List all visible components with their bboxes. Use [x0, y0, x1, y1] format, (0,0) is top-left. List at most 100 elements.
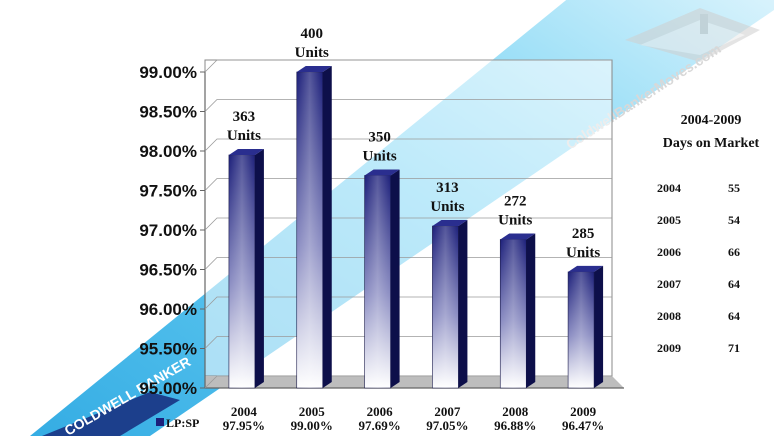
x-tick-label: 2006: [367, 404, 394, 419]
bar-side: [322, 66, 332, 388]
bar-highlight: [228, 154, 255, 388]
x-tick-label: 2004: [231, 404, 258, 419]
dom-days: 66: [728, 245, 740, 259]
gridline: [204, 375, 612, 389]
y-axis: 95.00% 95.50% 96.00% 96.50% 97.00% 97.50% 98.0…: [139, 63, 205, 398]
bars: [228, 66, 604, 389]
gridline: [204, 178, 612, 191]
gridline: [204, 296, 612, 310]
y-tick-label: 95.00%: [139, 379, 197, 398]
bar-cap: [568, 265, 604, 272]
bar-side: [254, 148, 264, 388]
gridline: [204, 59, 612, 73]
bar-highlight: [432, 226, 459, 388]
bar-highlight: [364, 175, 391, 388]
dom-row: 2004 55: [657, 181, 740, 195]
y-tick-label: 98.00%: [139, 142, 197, 161]
bar-2007: [432, 220, 468, 389]
annotation-units: Units: [362, 148, 396, 164]
gridline: [204, 217, 612, 231]
dom-row: 2009 71: [657, 341, 740, 355]
data-value-label: 96.88%: [494, 418, 536, 433]
dom-title-line1: 2004-2009: [681, 113, 742, 128]
annotation-count: 272: [504, 193, 527, 209]
y-tick-label: 97.00%: [139, 221, 197, 240]
bar-cap: [364, 169, 400, 176]
data-value-label: 97.69%: [358, 418, 400, 433]
legend-swatch: [156, 418, 164, 426]
dom-year: 2006: [657, 245, 681, 259]
annotation-2006: 350 Units: [362, 129, 396, 164]
annotation-units: Units: [227, 128, 261, 144]
dom-row: 2007 64: [657, 277, 740, 291]
annotation-units: Units: [498, 212, 532, 228]
dom-year: 2004: [657, 181, 681, 195]
bar-cap: [228, 148, 264, 155]
plot-floor: [205, 376, 624, 388]
y-tick-label: 96.50%: [139, 261, 197, 280]
dom-row: 2005 54: [657, 213, 740, 227]
watermark-house-icon: [625, 8, 760, 62]
bar-side: [390, 169, 400, 388]
data-value-label: 97.05%: [426, 418, 468, 433]
data-value-label: 97.95%: [223, 418, 265, 433]
dom-days: 64: [728, 309, 740, 323]
dom-year: 2008: [657, 309, 681, 323]
y-tick-label: 95.50%: [139, 340, 197, 359]
x-tick-label: 2007: [434, 404, 461, 419]
gridline: [204, 336, 612, 349]
dom-row: 2006 66: [657, 245, 740, 259]
x-tick-label: 2008: [502, 404, 529, 419]
bar-highlight: [296, 72, 323, 388]
bar-2006: [364, 169, 400, 389]
bar-highlight: [500, 239, 527, 388]
annotation-count: 313: [436, 180, 459, 196]
dom-row: 2008 64: [657, 309, 740, 323]
annotation-2005: 400 Units: [295, 26, 329, 61]
legend-label: LP:SP: [166, 416, 199, 430]
x-tick-label: 2009: [570, 404, 597, 419]
bar-side: [526, 233, 536, 388]
data-value-label: 96.47%: [562, 418, 604, 433]
annotation-count: 400: [301, 26, 324, 42]
annotation-2009: 285 Units: [566, 226, 600, 261]
gridline: [204, 99, 612, 112]
annotation-2004: 363 Units: [227, 109, 261, 144]
bar-side: [594, 265, 604, 388]
bar-2008: [499, 233, 536, 389]
plot-area: [204, 59, 624, 389]
bar-2004: [228, 148, 264, 389]
annotation-units: Units: [430, 199, 464, 215]
dom-year: 2005: [657, 213, 681, 227]
dom-year: 2009: [657, 341, 681, 355]
annotation-count: 285: [572, 226, 595, 242]
dom-days: 71: [728, 341, 740, 355]
bar-side: [458, 220, 468, 388]
annotation-count: 350: [368, 129, 391, 145]
annotation-count: 363: [233, 109, 256, 125]
y-tick-label: 97.50%: [139, 182, 197, 201]
data-value-label: 99.00%: [291, 418, 333, 433]
y-tick-label: 99.00%: [139, 63, 197, 82]
bar-highlight: [568, 271, 595, 388]
dom-days: 55: [728, 181, 740, 195]
bar-cap: [296, 66, 332, 72]
dom-days: 64: [728, 277, 740, 291]
annotation-units: Units: [295, 45, 329, 61]
gridline: [204, 257, 612, 270]
dom-days: 54: [728, 213, 740, 227]
y-tick-label: 96.00%: [139, 300, 197, 319]
legend: LP:SP: [156, 416, 199, 430]
gridlines: [204, 59, 612, 389]
annotation-2007: 313 Units: [430, 180, 464, 215]
annotation-2008: 272 Units: [498, 193, 532, 228]
dom-year: 2007: [657, 277, 681, 291]
x-tick-label: 2005: [299, 404, 326, 419]
bar-2009: [567, 265, 604, 389]
bar-cap: [432, 220, 468, 227]
unit-annotations: 363 Units 400 Units 350 Units 313 Units 272 Units…: [227, 26, 601, 261]
dom-title-line2: Days on Market: [663, 136, 760, 151]
